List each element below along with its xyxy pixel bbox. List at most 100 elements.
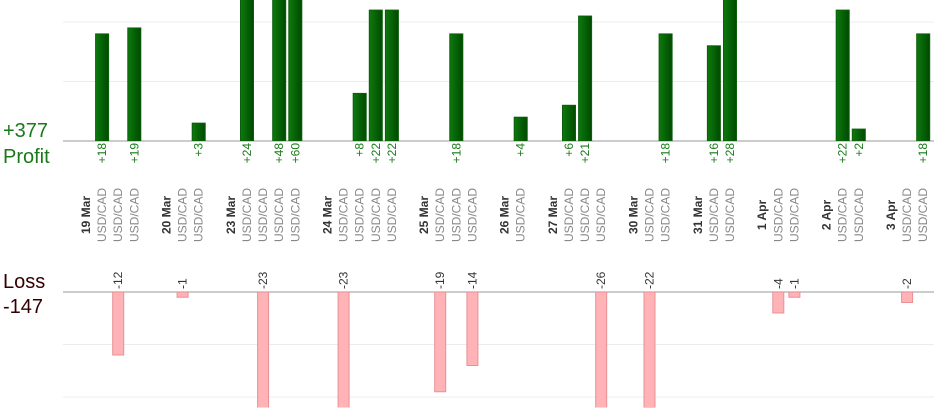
symbol-label: USD/CAD <box>578 188 592 242</box>
profit-bar <box>368 9 383 141</box>
loss-bar <box>466 292 479 366</box>
value-label: +18 <box>916 143 930 164</box>
date-label: 2 Apr <box>820 200 834 231</box>
profit-bar <box>95 33 110 141</box>
symbol-label: USD/CAD <box>771 188 785 242</box>
symbol-label: USD/CAD <box>594 188 608 242</box>
symbol-label: USD/CAD <box>916 188 930 242</box>
bars <box>95 0 931 408</box>
value-label: -19 <box>433 271 447 289</box>
date-label: 30 Mar <box>626 196 640 234</box>
symbol-label: USD/CAD <box>643 188 657 242</box>
symbol-label: USD/CAD <box>111 188 125 242</box>
symbol-label: USD/CAD <box>353 188 367 242</box>
date-label: 27 Mar <box>546 196 560 234</box>
profit-bar <box>706 45 721 141</box>
loss-title: Loss <box>3 271 45 293</box>
value-label: +48 <box>272 143 286 164</box>
loss-bar <box>257 292 270 408</box>
symbol-label: USD/CAD <box>337 188 351 242</box>
date-label: 26 Mar <box>498 196 512 234</box>
symbol-label: USD/CAD <box>787 188 801 242</box>
profit-total: +377 <box>3 120 48 142</box>
value-label: -4 <box>771 278 785 289</box>
date-label: 3 Apr <box>884 200 898 231</box>
loss-bar <box>643 292 656 408</box>
value-label: +24 <box>240 143 254 164</box>
labels: 19 Mar USD/CAD +18 USD/CAD -12 USD/CAD +19 20 M… <box>79 143 930 289</box>
profit-bar <box>578 15 593 141</box>
value-label: +60 <box>288 143 302 164</box>
loss-bar <box>772 292 785 314</box>
value-label: -1 <box>787 278 801 289</box>
symbol-label: USD/CAD <box>852 188 866 242</box>
loss-bar <box>595 292 608 408</box>
symbol-label: USD/CAD <box>836 188 850 242</box>
loss-bar <box>337 292 350 408</box>
profit-bar <box>562 104 576 141</box>
profit-bar <box>288 0 303 141</box>
profit-bar <box>240 0 254 141</box>
symbol-label: USD/CAD <box>240 188 254 242</box>
profit-bar <box>352 92 367 141</box>
value-label: +4 <box>514 143 528 157</box>
value-label: +19 <box>127 143 141 164</box>
value-label: -23 <box>337 271 351 289</box>
value-label: +2 <box>852 143 866 157</box>
value-label: +18 <box>95 143 109 164</box>
symbol-label: USD/CAD <box>288 188 302 242</box>
value-label: +8 <box>353 143 367 157</box>
date-label: 31 Mar <box>691 196 705 234</box>
profit-title: Profit <box>3 146 50 168</box>
date-label: 25 Mar <box>417 196 431 234</box>
symbol-label: USD/CAD <box>514 188 528 242</box>
symbol-label: USD/CAD <box>127 188 141 242</box>
value-label: +21 <box>578 143 592 164</box>
symbol-label: USD/CAD <box>900 188 914 242</box>
profit-bar <box>272 0 287 141</box>
value-label: +22 <box>836 143 850 164</box>
symbol-label: USD/CAD <box>385 188 399 242</box>
symbol-label: USD/CAD <box>369 188 383 242</box>
loss-bar <box>901 292 914 303</box>
loss-bar <box>112 292 125 356</box>
date-label: 1 Apr <box>755 200 769 231</box>
profit-bar <box>127 27 142 141</box>
value-label: +18 <box>659 143 673 164</box>
value-label: +6 <box>562 143 576 157</box>
symbol-label: USD/CAD <box>723 188 737 242</box>
profit-bar <box>723 0 737 141</box>
symbol-label: USD/CAD <box>95 188 109 242</box>
profit-bar <box>513 116 528 141</box>
profit-bar <box>191 122 206 141</box>
value-label: +16 <box>707 143 721 164</box>
value-label: -14 <box>465 271 479 289</box>
value-label: +28 <box>723 143 737 164</box>
value-label: +22 <box>369 143 383 164</box>
value-label: -1 <box>176 278 190 289</box>
symbol-label: USD/CAD <box>256 188 270 242</box>
symbol-label: USD/CAD <box>562 188 576 242</box>
value-label: +3 <box>192 143 206 157</box>
profit-bar <box>851 128 866 141</box>
loss-bar <box>176 292 189 298</box>
loss-total: -147 <box>3 296 43 318</box>
grid <box>63 21 934 398</box>
value-label: -12 <box>111 271 125 289</box>
value-label: -22 <box>643 271 657 289</box>
symbol-label: USD/CAD <box>192 188 206 242</box>
date-label: 23 Mar <box>224 196 238 234</box>
symbol-label: USD/CAD <box>272 188 286 242</box>
value-label: +22 <box>385 143 399 164</box>
symbol-label: USD/CAD <box>465 188 479 242</box>
value-label: +18 <box>449 143 463 164</box>
value-label: -2 <box>900 278 914 289</box>
symbol-label: USD/CAD <box>659 188 673 242</box>
profit-bar <box>384 9 399 141</box>
profit-bar <box>449 33 464 141</box>
date-label: 20 Mar <box>160 196 174 234</box>
symbol-label: USD/CAD <box>433 188 447 242</box>
value-label: -26 <box>594 271 608 289</box>
value-label: -23 <box>256 271 270 289</box>
